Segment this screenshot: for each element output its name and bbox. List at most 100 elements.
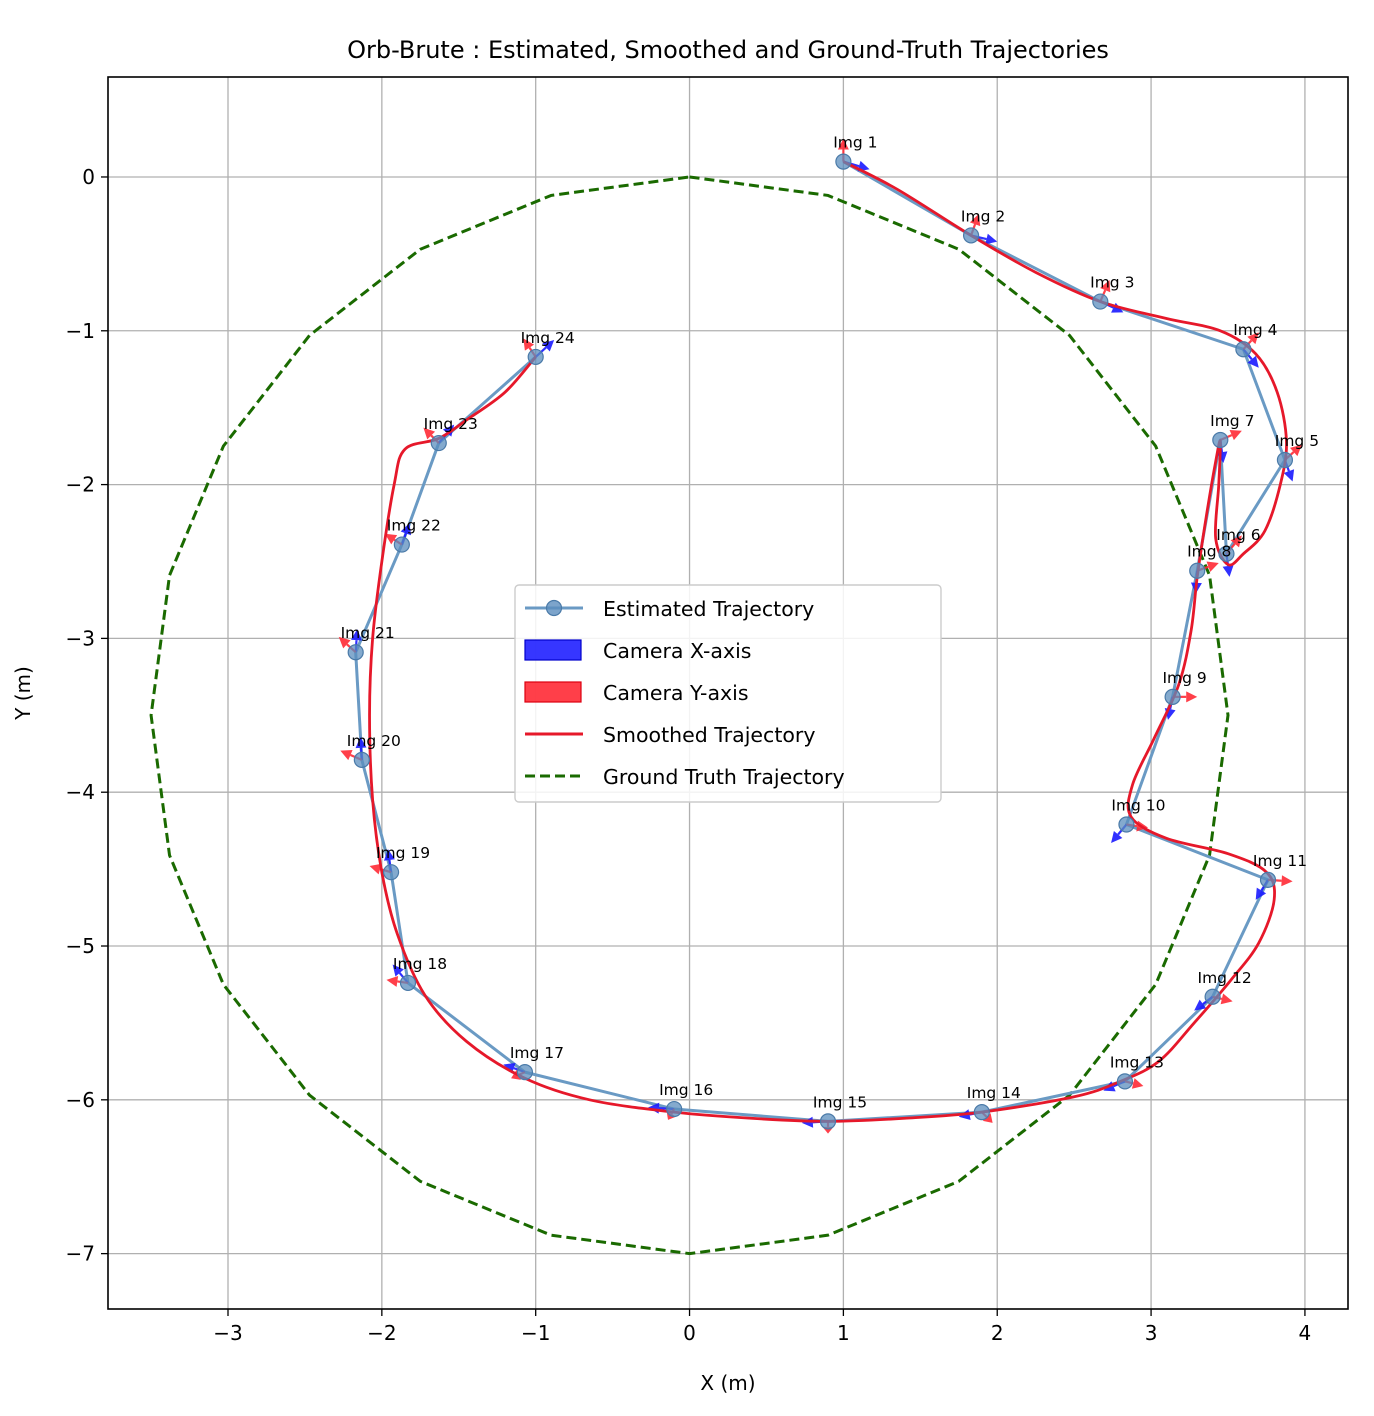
estimated-marker xyxy=(399,974,417,992)
y-tick-label: −4 xyxy=(66,780,95,804)
image-label: Img 3 xyxy=(1090,274,1134,292)
image-label: Img 21 xyxy=(341,624,395,642)
estimated-marker xyxy=(962,227,980,244)
camera-x-arrow-head xyxy=(542,340,555,352)
camera-y-arrow-head xyxy=(1290,444,1302,457)
y-tick-label: 0 xyxy=(82,165,95,189)
camera-x-arrow-head xyxy=(1283,469,1295,482)
image-label: Img 5 xyxy=(1275,432,1319,450)
estimated-marker xyxy=(835,153,852,170)
y-tick-label: −3 xyxy=(66,626,95,650)
estimated-marker xyxy=(347,644,364,661)
estimated-marker xyxy=(1218,545,1235,562)
legend-estimated-label: Estimated Trajectory xyxy=(603,597,814,621)
markers-layer xyxy=(347,153,1294,1130)
y-tick-label: −2 xyxy=(66,473,95,497)
x-axis-label: X (m) xyxy=(700,1371,755,1395)
estimated-marker xyxy=(430,434,447,452)
camera-y-arrow-head xyxy=(1100,280,1111,293)
image-label: Img 9 xyxy=(1162,669,1206,687)
camera-x-arrow-head xyxy=(351,629,362,641)
camera-y-arrow-head xyxy=(384,533,398,545)
x-tick-label: 2 xyxy=(991,1321,1004,1345)
y-tick-label: −5 xyxy=(66,934,95,958)
image-label: Img 8 xyxy=(1187,543,1231,561)
estimated-marker xyxy=(1235,341,1252,358)
image-label: Img 18 xyxy=(393,955,447,973)
legend: Estimated Trajectory Camera X-axis Camer… xyxy=(514,584,942,803)
estimated-marker xyxy=(666,1100,683,1118)
plot-frame xyxy=(107,76,1349,1310)
legend-box xyxy=(514,584,942,803)
camera-x-arrow-head xyxy=(1111,830,1123,843)
y-tick-label: −1 xyxy=(66,319,95,343)
ground-truth-layer xyxy=(149,175,1230,1256)
estimated-marker xyxy=(1116,1073,1134,1090)
camera-y-arrow-head xyxy=(340,749,353,761)
camera-y-arrow-head xyxy=(386,975,399,987)
image-label: Img 16 xyxy=(659,1081,713,1099)
camera-y-arrow-head xyxy=(1206,561,1219,572)
estimated-marker xyxy=(382,864,400,881)
camera-y-arrow-head xyxy=(1220,993,1233,1005)
camera-x-arrow-head xyxy=(1222,565,1234,577)
image-label: Img 6 xyxy=(1216,526,1260,544)
image-label: Img 11 xyxy=(1253,852,1307,870)
x-tick-label: −1 xyxy=(521,1321,550,1345)
x-tick-label: 3 xyxy=(1145,1321,1158,1345)
legend-smoothed-label: Smoothed Trajectory xyxy=(603,723,815,747)
estimated-marker xyxy=(1189,562,1206,579)
camera-x-arrow-head xyxy=(1247,355,1259,368)
image-label: Img 10 xyxy=(1111,797,1165,815)
smoothed-line xyxy=(368,160,1288,1123)
camera-y-arrow-head xyxy=(1131,1078,1144,1089)
legend-camera-y-swatch xyxy=(524,681,582,703)
x-tick-label: 4 xyxy=(1299,1321,1312,1345)
image-label: Img 4 xyxy=(1233,321,1277,339)
image-label: Img 24 xyxy=(521,329,575,347)
camera-y-arrow-head xyxy=(837,138,849,150)
image-label: Img 12 xyxy=(1198,969,1252,987)
estimated-marker xyxy=(1092,293,1109,310)
estimated-marker xyxy=(353,751,370,769)
estimated-marker xyxy=(973,1104,990,1121)
camera-y-arrow-head xyxy=(982,1113,993,1123)
estimated-marker xyxy=(393,536,410,553)
image-label: Img 20 xyxy=(347,732,401,750)
camera-y-arrow-head xyxy=(369,863,382,875)
legend-ground-truth-label: Ground Truth Trajectory xyxy=(603,765,845,789)
image-label: Img 2 xyxy=(961,207,1005,225)
camera-x-arrow-head xyxy=(442,424,455,437)
legend-camera-x-label: Camera X-axis xyxy=(603,639,751,663)
chart-title: Orb-Brute : Estimated, Smoothed and Grou… xyxy=(347,36,1109,64)
camera-y-arrow-head xyxy=(1186,691,1198,703)
y-tick-label: −7 xyxy=(66,1242,95,1266)
image-label: Img 1 xyxy=(833,134,877,152)
camera-y-arrow-head xyxy=(423,427,436,440)
y-axis-label: Y (m) xyxy=(11,666,35,721)
estimated-marker xyxy=(1259,871,1277,888)
camera-x-arrow-head xyxy=(1255,887,1267,900)
camera-y-arrow-head xyxy=(969,213,981,227)
x-tick-label: 1 xyxy=(837,1321,850,1345)
estimated-marker xyxy=(1276,451,1294,469)
camera-x-arrow-head xyxy=(1194,999,1207,1011)
legend-estimated-marker xyxy=(545,599,563,617)
camera-y-arrow-head xyxy=(1247,332,1259,345)
image-label: Img 13 xyxy=(1110,1053,1164,1071)
estimated-marker xyxy=(516,1064,534,1081)
legend-camera-x-swatch xyxy=(524,639,582,661)
estimated-marker xyxy=(1118,816,1135,833)
image-label: Img 17 xyxy=(510,1044,564,1062)
estimated-marker xyxy=(1164,688,1181,705)
image-label: Img 15 xyxy=(813,1093,867,1111)
image-labels-layer: Img 1 Img 2 Img 3 Img 4 Img 5 Img 6 Img 7 Img 8… xyxy=(341,134,1319,1112)
ticks-layer: −3 −2 −1 0 1 2 3 4 0 −1 −2 −3 −4 −5 −6 −7 xyxy=(66,165,1312,1345)
smoothed-layer xyxy=(368,160,1288,1123)
image-label: Img 22 xyxy=(387,517,441,535)
x-tick-label: 0 xyxy=(683,1321,696,1345)
camera-x-arrow-head xyxy=(384,849,395,861)
camera-y-arrow-head xyxy=(1281,875,1293,887)
x-tick-label: −3 xyxy=(213,1321,242,1345)
